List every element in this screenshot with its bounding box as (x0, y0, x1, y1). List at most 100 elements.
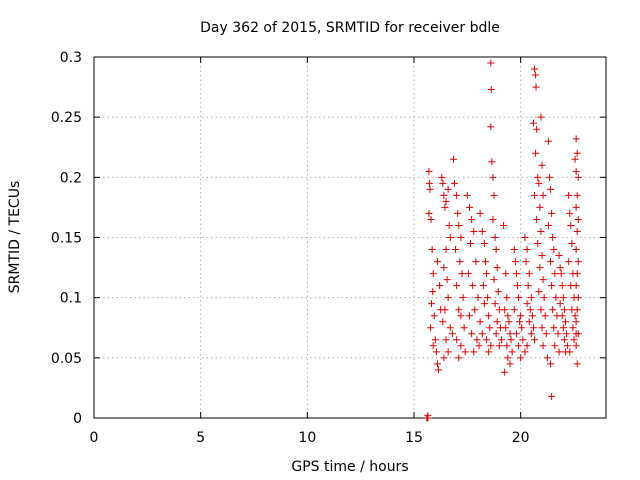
scatter-point (500, 221, 508, 229)
scatter-point (536, 203, 544, 211)
scatter-point (573, 149, 581, 157)
scatter-point (565, 258, 573, 266)
scatter-point (524, 282, 532, 290)
scatter-points (423, 59, 582, 422)
scatter-point (572, 318, 580, 326)
scatter-point (535, 179, 543, 187)
scatter-point (446, 234, 454, 241)
scatter-point (504, 354, 512, 362)
scatter-point (451, 179, 459, 187)
scatter-point (563, 330, 571, 338)
y-tick-label: 0.25 (51, 110, 82, 126)
scatter-point (522, 258, 530, 266)
scatter-point (533, 215, 541, 223)
scatter-point (453, 282, 461, 290)
scatter-point (573, 306, 581, 314)
scatter-point (505, 318, 513, 326)
scatter-point (521, 348, 529, 356)
scatter-point (573, 227, 581, 235)
scatter-point (440, 264, 448, 272)
y-tick-label: 0.3 (60, 50, 82, 66)
scatter-point (536, 264, 544, 272)
y-tick-label: 0.2 (60, 170, 82, 186)
scatter-point (556, 300, 564, 308)
scatter-point (480, 300, 488, 308)
scatter-point (572, 342, 580, 350)
scatter-point (517, 312, 525, 320)
scatter-point (574, 215, 582, 223)
scatter-point (435, 366, 443, 374)
scatter-point (533, 125, 541, 133)
scatter-point (441, 306, 449, 314)
scatter-point (448, 330, 456, 338)
scatter-point (439, 318, 447, 326)
scatter-point (460, 324, 468, 332)
scatter-point (487, 59, 495, 67)
scatter-point (560, 306, 568, 314)
scatter-point (566, 348, 574, 356)
scatter-point (566, 209, 574, 217)
scatter-point (449, 155, 457, 163)
scatter-point (481, 258, 489, 266)
scatter-point (510, 246, 518, 254)
scatter-point (479, 282, 487, 290)
scatter-point (425, 167, 433, 175)
scatter-point (516, 318, 524, 326)
scatter-point (532, 149, 540, 157)
scatter-point (464, 270, 472, 278)
scatter-point (535, 288, 543, 296)
y-tick-label: 0.05 (51, 351, 82, 367)
scatter-point (558, 312, 566, 320)
scatter-point (489, 215, 497, 223)
scatter-point (540, 294, 548, 302)
scatter-point (493, 318, 501, 326)
scatter-point (523, 246, 531, 254)
scatter-point (425, 209, 433, 217)
scatter-point (556, 264, 564, 272)
scatter-point (455, 221, 463, 229)
scatter-point (461, 348, 469, 356)
scatter-point (485, 312, 493, 320)
scatter-point (491, 234, 499, 241)
scatter-point (565, 191, 573, 199)
x-tick-label: 20 (512, 430, 530, 446)
scatter-point (542, 330, 550, 338)
scatter-point (574, 294, 582, 302)
scatter-point (512, 330, 520, 338)
axis-ticks (93, 56, 606, 419)
scatter-point (511, 258, 519, 266)
scatter-point (555, 348, 563, 356)
scatter-point (551, 342, 559, 350)
scatter-point (547, 258, 555, 266)
y-tick-label: 0 (73, 411, 82, 427)
scatter-point (573, 270, 581, 278)
scatter-point (517, 354, 525, 362)
scatter-point (504, 312, 512, 320)
scatter-point (528, 312, 536, 320)
scatter-point (483, 336, 491, 344)
scatter-point (518, 324, 526, 332)
scatter-point (559, 324, 567, 332)
scatter-point (456, 258, 464, 266)
scatter-point (529, 324, 537, 332)
scatter-point (537, 306, 545, 314)
scatter-point (569, 324, 577, 332)
scatter-point (475, 342, 483, 350)
scatter-point (474, 294, 482, 302)
scatter-point (572, 282, 580, 290)
scatter-point (552, 294, 560, 302)
scatter-point (470, 348, 478, 356)
scatter-point (523, 300, 531, 308)
scatter-point (512, 270, 520, 278)
scatter-point (572, 135, 580, 143)
scatter-point (549, 234, 557, 241)
x-tick-labels: 0 5 10 15 20 (90, 430, 530, 446)
scatter-point (486, 324, 494, 332)
scatter-point (438, 173, 446, 181)
scatter-point (564, 342, 572, 350)
scatter-point (431, 336, 439, 344)
scatter-point (531, 336, 539, 344)
scatter-point (539, 342, 547, 350)
scatter-point (425, 179, 433, 187)
scatter-point (468, 215, 476, 223)
